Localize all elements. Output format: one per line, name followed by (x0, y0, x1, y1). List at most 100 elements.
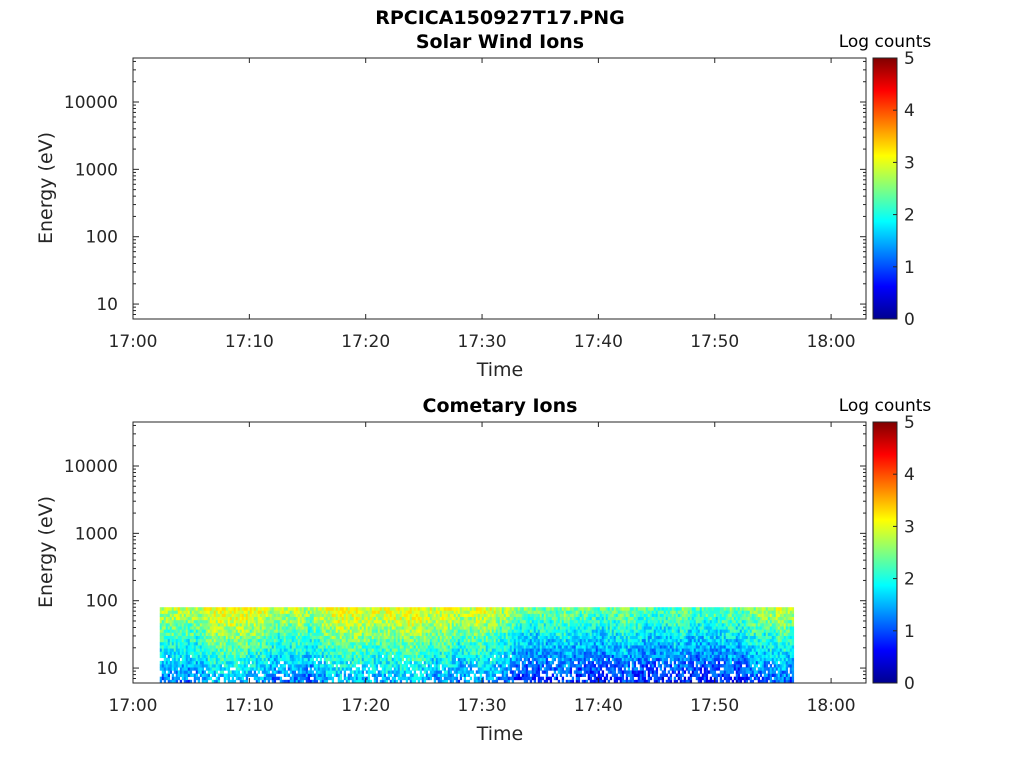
spectrogram-cell (473, 619, 477, 624)
spectrogram-cell (289, 635, 293, 640)
spectrogram-cell (477, 610, 481, 614)
spectrogram-cell (267, 654, 271, 659)
spectrogram-cell (267, 638, 271, 643)
spectrogram-cell (285, 670, 289, 674)
spectrogram-cell (537, 619, 541, 624)
spectrogram-cell (183, 623, 187, 627)
spectrogram-cell (191, 619, 195, 624)
spectrogram-cell (557, 670, 561, 674)
spectrogram-cell (413, 667, 417, 671)
spectrogram-cell (405, 610, 409, 614)
spectrogram-cell (543, 632, 547, 636)
spectrogram-cell (357, 616, 361, 621)
spectrogram-cell (399, 645, 403, 649)
spectrogram-cell (421, 638, 425, 643)
spectrogram-cell (377, 651, 381, 655)
spectrogram-cell (183, 613, 187, 618)
spectrogram-cell (241, 635, 245, 640)
spectrogram-cell (479, 667, 483, 671)
spectrogram-cell (569, 645, 573, 649)
spectrogram-cell (179, 645, 183, 649)
spectrogram-cell (543, 660, 547, 665)
spectrogram-cell (301, 607, 305, 611)
spectrogram-cell (527, 676, 531, 681)
spectrogram-cell (221, 613, 225, 618)
spectrogram-cell (427, 610, 431, 614)
spectrogram-cell (439, 641, 443, 646)
spectrogram-cell (415, 623, 419, 627)
spectrogram-cell (265, 673, 269, 677)
spectrogram-cell (529, 676, 533, 681)
spectrogram-cell (427, 645, 431, 649)
spectrogram-cell (435, 651, 439, 655)
spectrogram-cell (267, 632, 271, 636)
spectrogram-cell (381, 632, 385, 636)
spectrogram-cell (453, 629, 457, 633)
spectrogram-cell (173, 679, 177, 683)
spectrogram-cell (159, 648, 163, 652)
spectrogram-cell (355, 632, 359, 636)
spectrogram-cell (543, 654, 547, 659)
spectrogram-cell (409, 679, 413, 683)
spectrogram-cell (513, 610, 517, 614)
spectrogram-cell (371, 645, 375, 649)
spectrogram-cell (251, 673, 255, 677)
spectrogram-cell (209, 619, 213, 624)
spectrogram-cell (445, 635, 449, 640)
spectrogram-cell (195, 629, 199, 633)
spectrogram-cell (237, 632, 241, 636)
spectrogram-cell (195, 607, 199, 611)
spectrogram-cell (191, 632, 195, 636)
spectrogram-cell (295, 654, 299, 659)
spectrogram-cell (353, 664, 357, 668)
spectrogram-cell (315, 676, 319, 681)
spectrogram-cell (245, 613, 249, 618)
spectrogram-cell (453, 648, 457, 652)
spectrogram-cell (209, 651, 213, 655)
spectrogram-cell (551, 651, 555, 655)
spectrogram-cell (561, 657, 565, 662)
spectrogram-cell (301, 623, 305, 627)
spectrogram-cell (201, 619, 205, 624)
spectrogram-cell (483, 648, 487, 652)
spectrogram-cell (503, 635, 507, 640)
spectrogram-cell (489, 610, 493, 614)
spectrogram-cell (553, 613, 557, 618)
spectrogram-cell (423, 616, 427, 621)
spectrogram-cell (533, 664, 537, 668)
spectrogram-cell (209, 623, 213, 627)
spectrogram-cell (219, 607, 223, 611)
spectrogram-cell (575, 638, 579, 643)
spectrogram-cell (563, 616, 567, 621)
spectrogram-cell (213, 654, 217, 659)
spectrogram-cell (399, 657, 403, 662)
spectrogram-cell (575, 648, 579, 652)
spectrogram-cell (539, 629, 543, 633)
spectrogram-cell (189, 660, 193, 665)
spectrogram-cell (591, 664, 595, 668)
spectrogram-cell (283, 626, 287, 630)
spectrogram-cell (197, 632, 201, 636)
spectrogram-cell (567, 664, 571, 668)
spectrogram-cell (587, 613, 591, 618)
spectrogram-cell (541, 616, 545, 621)
spectrogram-cell (235, 632, 239, 636)
colorbar-tick-label: 0 (904, 310, 915, 330)
spectrogram-cell (469, 651, 473, 655)
spectrogram-cell (177, 660, 181, 665)
spectrogram-cell (451, 623, 455, 627)
spectrogram-cell (495, 619, 499, 624)
spectrogram-cell (505, 613, 509, 618)
spectrogram-cell (251, 638, 255, 643)
spectrogram-cell (221, 670, 225, 674)
spectrogram-cell (187, 670, 191, 674)
spectrogram-cell (305, 645, 309, 649)
spectrogram-cell (513, 676, 517, 681)
spectrogram-cell (387, 667, 391, 671)
spectrogram-cell (431, 641, 435, 646)
spectrogram-cell (525, 613, 529, 618)
spectrogram-cell (263, 676, 267, 681)
spectrogram-cell (289, 629, 293, 633)
spectrogram-cell (211, 632, 215, 636)
spectrogram-cell (467, 651, 471, 655)
